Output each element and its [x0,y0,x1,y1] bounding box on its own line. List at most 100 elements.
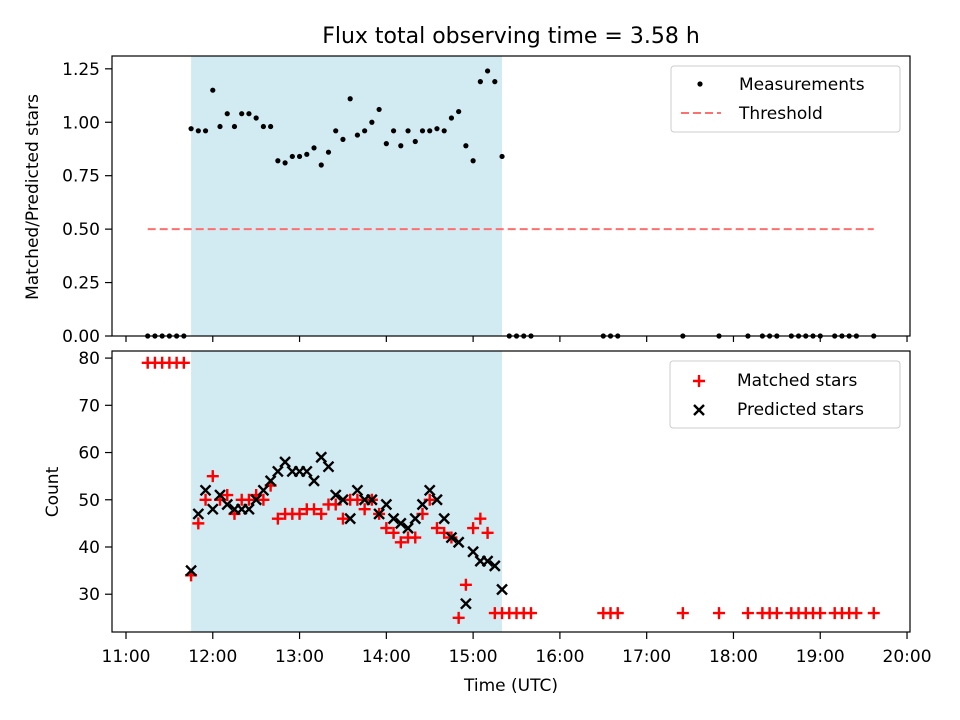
bottom-x-tick-label: 15:00 [449,647,498,667]
predicted-point [308,475,320,487]
measurement-point [369,119,375,125]
matched-legend-label: Matched stars [737,371,857,391]
top-y-tick-label: 1.25 [62,60,100,80]
matched-point [351,493,364,506]
predicted-point [416,498,429,511]
measurement-point [253,115,259,121]
measurement-point [296,153,303,160]
measurement-point [231,123,238,130]
bottom-y-tick-label: 80 [78,349,100,369]
matched-point [206,470,219,483]
matched-point [611,607,624,620]
matched-point [867,607,880,620]
measurement-point [492,79,498,85]
measurement-point [427,128,433,134]
bottom-y-tick-label: 40 [78,538,100,558]
predicted-point [351,484,364,497]
measurement-point [470,158,476,164]
predicted-point [431,493,443,506]
predicted-point [402,522,414,534]
measurement-point [398,143,404,149]
matched-point [481,526,494,539]
measurements-legend-marker [697,81,703,87]
measurement-point [224,111,230,117]
measurement-point [217,123,223,130]
bottom-x-tick-label: 14:00 [362,647,411,667]
measurement-point [246,111,252,117]
measurement-point [354,132,361,138]
matched-point [271,512,284,525]
top-y-axis: 0.00 0.25 0.50 0.75 1.00 1.25 [62,60,112,347]
matched-point [770,607,783,620]
measurement-point [275,158,281,164]
matched-point [409,531,422,544]
measurement-point [412,138,418,145]
matched-point [676,607,689,620]
measurement-point [463,143,469,149]
bottom-y-label: Count [43,466,63,517]
bottom-x-tick-label: 19:00 [796,647,845,667]
matched-point [221,489,234,502]
top-y-tick-label: 0.50 [62,220,100,240]
measurement-point [195,128,201,134]
measurement-point [362,128,368,134]
bottom-shaded-span [191,351,503,632]
matched-point [474,512,487,525]
matched-point [741,607,754,620]
matched-point [814,607,827,620]
top-x-ticks [125,336,908,342]
predicted-point [409,512,422,525]
measurement-point [282,160,288,166]
matched-point [308,503,321,516]
bottom-plot-frame [111,350,911,633]
top-y-tick-label: 0.25 [62,274,100,294]
top-y-tick-label: 0.00 [62,327,100,347]
predicted-point [373,508,385,520]
measurement-point [210,87,216,93]
bottom-y-tick-label: 70 [78,396,100,416]
predicted-point [322,460,335,473]
matched-point [467,522,480,535]
predicted-legend-marker [693,404,705,416]
measurement-point [383,141,389,147]
bottom-x-tick-label: 17:00 [622,647,671,667]
top-legend: Measurements Threshold [670,65,901,133]
matched-point [199,493,212,506]
measurement-point [499,153,505,160]
predicted-point [279,456,291,468]
measurement-point [202,128,209,134]
matched-point [459,578,472,591]
measurement-point [333,128,339,134]
top-y-tick-label: 0.75 [62,167,100,187]
matched-point [452,611,465,624]
predicted-point [243,503,255,516]
predicted-points [185,451,508,610]
predicted-point [423,484,436,497]
predicted-point [214,489,226,501]
bottom-y-tick-label: 30 [78,585,100,605]
measurement-point [405,128,411,134]
matched-point [380,522,393,535]
predicted-point [445,531,458,544]
predicted-legend-label: Predicted stars [737,400,864,420]
predicted-point [344,512,357,525]
predicted-point [257,484,270,497]
predicted-point [481,555,494,568]
measurements-legend-label: Measurements [739,75,865,95]
x-axis-label: Time (UTC) [463,676,558,696]
predicted-point [337,493,349,506]
measurement-point [325,149,332,155]
matched-point [850,607,863,620]
bottom-x-tick-label: 12:00 [188,647,237,667]
predicted-point [206,503,219,516]
predicted-point [192,508,205,520]
top-panel: 0.00 0.25 0.50 0.75 1.00 1.25 Matched/Predict… [23,55,911,347]
matched-point [712,607,725,620]
predicted-point [199,484,212,497]
chart-title: Flux total observing time = 3.58 h [322,24,700,49]
predicted-point [366,493,378,506]
measurement-point [441,128,447,134]
bottom-y-tick-label: 50 [78,491,100,511]
matched-point [387,526,400,539]
